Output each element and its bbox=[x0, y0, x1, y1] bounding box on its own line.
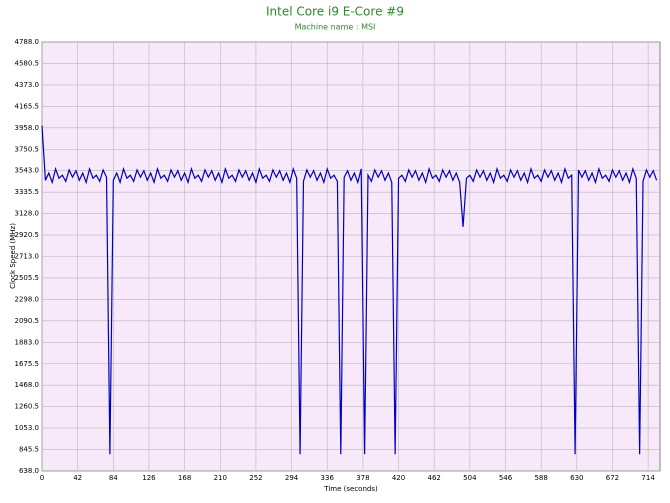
y-tick-label: 638.0 bbox=[19, 467, 39, 475]
x-tick-label: 714 bbox=[641, 474, 655, 482]
y-tick-label: 2090.5 bbox=[15, 317, 40, 325]
x-tick-label: 588 bbox=[534, 474, 547, 482]
y-tick-label: 3543.0 bbox=[15, 167, 40, 175]
y-tick-label: 1675.5 bbox=[15, 360, 40, 368]
y-axis-label: Clock Speed (MHz) bbox=[9, 223, 17, 289]
x-tick-label: 546 bbox=[499, 474, 513, 482]
x-tick-label: 420 bbox=[392, 474, 405, 482]
data-line bbox=[41, 125, 658, 455]
x-tick-label: 294 bbox=[285, 474, 299, 482]
x-tick-label: 630 bbox=[570, 474, 583, 482]
y-tick-label: 3750.5 bbox=[15, 145, 40, 153]
y-tick-label: 1260.5 bbox=[15, 403, 40, 411]
chart-title: Intel Core i9 E-Core #9 bbox=[266, 5, 404, 19]
x-tick-label: 252 bbox=[249, 474, 262, 482]
y-tick-label: 4580.5 bbox=[15, 59, 40, 67]
y-tick-label: 1468.0 bbox=[15, 381, 40, 389]
y-tick-label: 3128.0 bbox=[15, 210, 40, 218]
y-tick-label: 2505.5 bbox=[15, 274, 40, 282]
x-tick-label: 504 bbox=[463, 474, 477, 482]
chart-subtitle: Machine name : MSI bbox=[295, 23, 376, 32]
y-tick-label: 3958.0 bbox=[15, 124, 40, 132]
x-tick-label: 210 bbox=[214, 474, 227, 482]
x-tick-label: 336 bbox=[321, 474, 335, 482]
x-tick-label: 42 bbox=[73, 474, 82, 482]
y-tick-label: 1053.0 bbox=[15, 424, 40, 432]
x-axis-label: Time (seconds) bbox=[323, 485, 378, 493]
x-tick-label: 168 bbox=[178, 474, 191, 482]
y-tick-label: 3335.5 bbox=[15, 188, 40, 196]
y-tick-label: 4788.0 bbox=[15, 38, 40, 46]
x-tick-label: 84 bbox=[109, 474, 118, 482]
x-tick-label: 126 bbox=[142, 474, 156, 482]
y-tick-label: 4373.0 bbox=[15, 81, 40, 89]
y-tick-label: 2920.5 bbox=[15, 231, 40, 239]
y-tick-label: 1883.0 bbox=[15, 338, 40, 346]
y-tick-label: 2713.0 bbox=[15, 253, 40, 261]
x-tick-label: 0 bbox=[40, 474, 44, 482]
y-tick-label: 2298.0 bbox=[15, 295, 40, 303]
y-tick-label: 4165.5 bbox=[15, 102, 40, 110]
x-tick-label: 672 bbox=[606, 474, 619, 482]
x-tick-label: 462 bbox=[428, 474, 441, 482]
x-tick-label: 378 bbox=[356, 474, 369, 482]
y-tick-label: 845.5 bbox=[19, 446, 39, 454]
